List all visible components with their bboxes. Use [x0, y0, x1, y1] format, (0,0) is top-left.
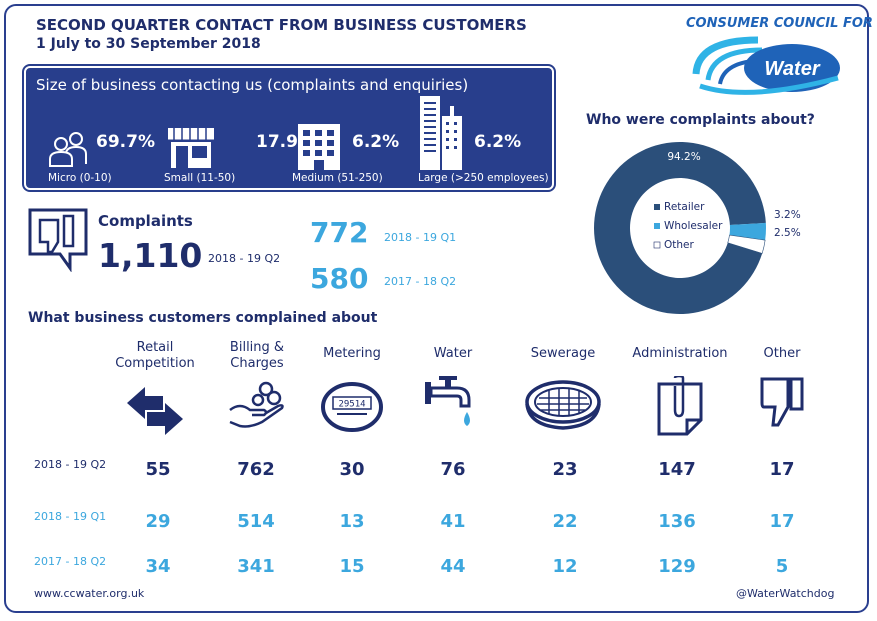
business-size-title: Size of business contacting us (complain…	[36, 76, 469, 94]
category-header-0: Retail Competition	[100, 340, 210, 372]
thumbs-down-icon	[760, 375, 804, 431]
complaints-prev-value: 772	[310, 216, 369, 249]
donut-slice-retailer	[594, 141, 766, 314]
legend-swatch	[654, 204, 660, 210]
large-percent: 6.2%	[474, 132, 522, 152]
category-header-2: Metering	[297, 346, 407, 362]
category-label-line1: Retail	[136, 340, 174, 355]
medium-percent: 6.2%	[352, 132, 400, 152]
complaints-year-ago-period: 2017 - 18 Q2	[384, 275, 457, 288]
complaints-current-value: 1,110	[98, 236, 203, 275]
table-cell: 762	[237, 459, 275, 480]
row-period-label: 2017 - 18 Q2	[34, 555, 107, 568]
donut-data-label: 94.2%	[667, 151, 700, 163]
table-cell: 17	[769, 511, 795, 532]
category-header-5: Administration	[625, 346, 735, 362]
arrows-icon	[125, 385, 185, 441]
small-label: Small (11-50)	[164, 172, 236, 184]
category-label-line1: Sewerage	[530, 346, 596, 361]
page-subtitle: 1 July to 30 September 2018	[36, 36, 261, 52]
table-cell: 44	[440, 556, 466, 577]
table-cell: 23	[552, 459, 578, 480]
table-cell: 129	[658, 556, 696, 577]
complaints-prev-period: 2018 - 19 Q1	[384, 231, 457, 244]
table-cell: 41	[440, 511, 466, 532]
page-frame	[4, 4, 869, 613]
table-cell: 147	[658, 459, 696, 480]
legend-label: Retailer	[664, 201, 705, 213]
water-meter-icon: 29514	[321, 382, 383, 436]
complaints-current-period: 2018 - 19 Q2	[208, 252, 281, 265]
hand-coins-icon	[228, 380, 286, 432]
table-cell: 341	[237, 556, 275, 577]
table-cell: 12	[552, 556, 578, 577]
donut-title: Who were complaints about?	[586, 112, 815, 128]
micro-label: Micro (0-10)	[48, 172, 112, 184]
category-label-line1: Other	[763, 346, 801, 361]
category-header-4: Sewerage	[508, 346, 618, 362]
complaints-year-ago-value: 580	[310, 262, 369, 295]
category-header-1: Billing & Charges	[202, 340, 312, 372]
table-cell: 15	[339, 556, 365, 577]
table-cell: 13	[339, 511, 365, 532]
category-header-3: Water	[398, 346, 508, 362]
business-size-panel: Size of business contacting us (complain…	[24, 66, 554, 190]
table-title: What business customers complained about	[28, 310, 378, 326]
category-label-line1: Billing &	[229, 340, 285, 355]
clipboard-icon	[655, 374, 705, 440]
table-cell: 136	[658, 511, 696, 532]
row-period-label: 2018 - 19 Q1	[34, 510, 107, 523]
skyscraper-icon	[416, 94, 470, 174]
complaints-donut-chart: 94.2% 3.2% 2.5% Retailer Wholesaler Other	[584, 136, 834, 320]
donut-data-label: 3.2%	[774, 209, 801, 221]
large-label: Large (>250 employees)	[418, 172, 549, 184]
legend-swatch	[654, 223, 660, 229]
table-cell: 76	[440, 459, 466, 480]
table-cell: 5	[775, 556, 789, 577]
table-cell: 514	[237, 511, 275, 532]
logo-top-text: CONSUMER COUNCIL FOR	[686, 16, 873, 31]
drain-cover-icon	[525, 378, 601, 436]
page-title: SECOND QUARTER CONTACT FROM BUSINESS CUS…	[36, 16, 527, 34]
category-label-line1: Water	[433, 346, 473, 361]
office-building-icon	[294, 122, 344, 174]
category-label-line1: Administration	[632, 346, 728, 361]
logo-word: Water	[764, 58, 820, 80]
thumbs-down-speech-icon	[26, 206, 90, 276]
legend-swatch	[653, 241, 661, 249]
donut-slice-other	[727, 234, 766, 254]
category-label-line2: Charges	[230, 356, 284, 371]
medium-label: Medium (51-250)	[292, 172, 383, 184]
category-header-6: Other	[727, 346, 837, 362]
table-cell: 17	[769, 459, 795, 480]
shop-icon	[166, 126, 216, 174]
tap-icon	[423, 374, 483, 438]
row-period-label: 2018 - 19 Q2	[34, 458, 107, 471]
footer-twitter[interactable]: @WaterWatchdog	[736, 587, 835, 600]
donut-data-label: 2.5%	[774, 227, 801, 239]
donut-slice-wholesaler	[729, 222, 766, 241]
ccw-logo: Water	[688, 34, 848, 104]
people-icon	[46, 130, 92, 172]
table-cell: 22	[552, 511, 578, 532]
table-cell: 30	[339, 459, 365, 480]
footer-website[interactable]: www.ccwater.org.uk	[34, 587, 145, 600]
meter-reading: 29514	[338, 400, 365, 410]
legend-label: Other	[664, 239, 694, 251]
complaints-label: Complaints	[98, 212, 193, 230]
table-cell: 29	[145, 511, 171, 532]
legend-label: Wholesaler	[664, 220, 723, 232]
table-cell: 55	[145, 459, 171, 480]
category-label-line2: Competition	[115, 356, 195, 371]
table-cell: 34	[145, 556, 171, 577]
category-label-line1: Metering	[323, 346, 381, 361]
micro-percent: 69.7%	[96, 132, 155, 152]
